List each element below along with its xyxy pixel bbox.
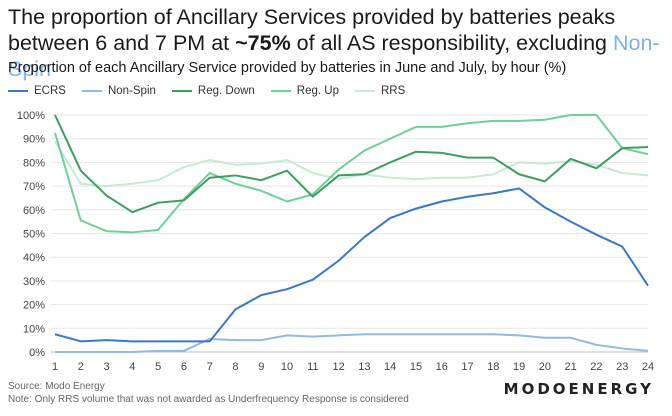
- x-tick-label: 12: [332, 361, 344, 373]
- x-tick-label: 3: [104, 361, 110, 373]
- x-tick-label: 1: [52, 361, 58, 373]
- x-tick-label: 20: [539, 361, 551, 373]
- legend-swatch: [354, 90, 375, 92]
- x-tick-label: 14: [384, 361, 396, 373]
- x-tick-label: 2: [78, 361, 84, 373]
- footnote: Note: Only RRS volume that was not award…: [8, 394, 409, 405]
- x-tick-label: 5: [155, 361, 161, 373]
- legend-swatch: [8, 90, 28, 92]
- chart-subtitle: Proportion of each Ancillary Service pro…: [8, 60, 567, 76]
- title-emphasis: ~75%: [235, 31, 291, 55]
- title-line-2-mid: of all AS responsibility, excluding: [290, 31, 613, 55]
- y-tick-label: 20%: [23, 300, 45, 312]
- x-tick-label: 11: [307, 361, 318, 373]
- legend-label: Reg. Down: [197, 85, 255, 97]
- brand-logo: MODOENERGY: [503, 380, 654, 398]
- x-tick-label: 8: [232, 361, 238, 373]
- legend-item: ECRS: [8, 85, 66, 97]
- x-tick-label: 10: [281, 361, 293, 373]
- x-tick-label: 24: [642, 361, 654, 373]
- title-line-2-prefix: between 6 and 7 PM at: [8, 31, 236, 55]
- legend-item: Reg. Up: [270, 85, 339, 97]
- x-tick-label: 17: [461, 361, 473, 373]
- series-line-rrs: [54, 140, 649, 188]
- legend-swatch: [270, 90, 291, 92]
- y-tick-label: 90%: [23, 134, 45, 146]
- title-line-2: between 6 and 7 PM at ~75% of all AS res…: [8, 30, 668, 82]
- x-tick-label: 21: [565, 361, 577, 373]
- legend-label: Non-Spin: [107, 85, 156, 97]
- legend-item: RRS: [354, 85, 406, 97]
- y-tick-label: 70%: [23, 181, 45, 193]
- legend-swatch: [171, 90, 192, 92]
- series-line-non-spin: [55, 333, 649, 353]
- chart-title: The proportion of Ancillary Services pro…: [8, 4, 668, 82]
- legend-label: Reg. Up: [296, 85, 339, 97]
- x-tick-label: 6: [181, 361, 187, 373]
- series-line-reg-up: [54, 114, 649, 234]
- x-tick-label: 22: [590, 361, 602, 373]
- legend-item: Non-Spin: [81, 85, 156, 97]
- y-tick-label: 50%: [23, 229, 45, 241]
- y-tick-label: 10%: [23, 323, 45, 335]
- series-line-reg-down: [54, 114, 649, 214]
- y-tick-label: 0%: [29, 347, 45, 359]
- y-tick-label: 40%: [23, 252, 45, 264]
- series-line-ecrs: [54, 187, 649, 343]
- y-tick-label: 100%: [17, 110, 45, 122]
- y-tick-label: 60%: [23, 205, 45, 217]
- x-tick-label: 7: [207, 361, 213, 373]
- x-tick-label: 23: [616, 361, 628, 373]
- y-tick-label: 30%: [23, 276, 45, 288]
- legend-item: Reg. Down: [171, 85, 255, 97]
- x-tick-label: 15: [410, 361, 422, 373]
- title-highlight: Non-Spin: [8, 31, 660, 81]
- legend-label: RRS: [380, 85, 406, 97]
- x-tick-label: 18: [487, 361, 499, 373]
- y-tick-label: 80%: [23, 157, 45, 169]
- chart-legend: ECRS Non-Spin Reg. Down Reg. Up RRS: [8, 85, 421, 97]
- legend-swatch: [81, 90, 102, 92]
- x-tick-label: 19: [513, 361, 525, 373]
- title-line-1: The proportion of Ancillary Services pro…: [8, 5, 616, 29]
- x-tick-label: 16: [436, 361, 448, 373]
- x-tick-label: 9: [258, 361, 264, 373]
- legend-label: ECRS: [34, 85, 66, 97]
- x-tick-label: 13: [358, 361, 370, 373]
- source-note: Source: Modo Energy: [8, 381, 105, 392]
- x-tick-label: 4: [129, 361, 135, 373]
